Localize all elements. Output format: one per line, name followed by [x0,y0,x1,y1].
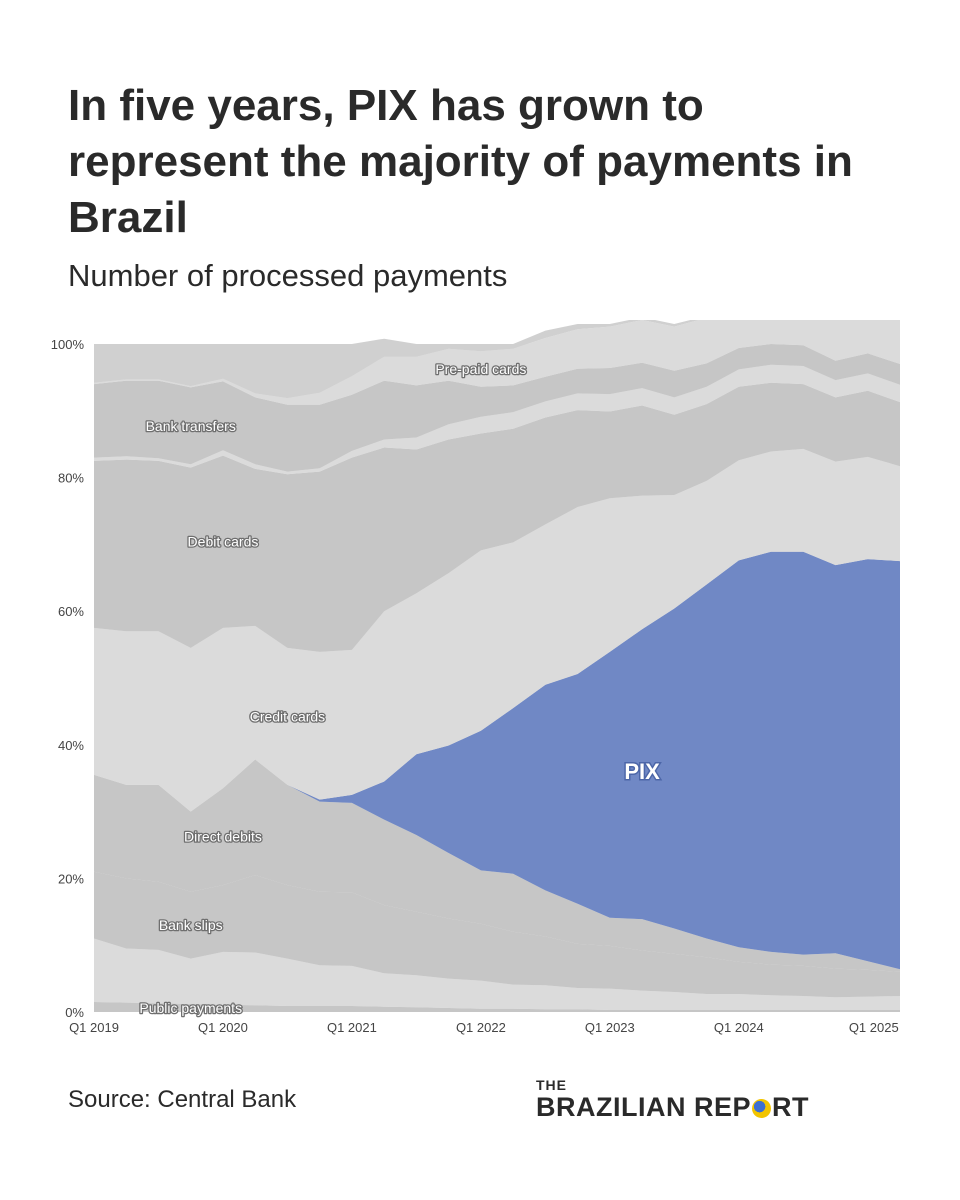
area-bank-slips [94,871,900,998]
chart-subtitle: Number of processed payments [68,258,508,293]
x-tick-label: Q1 2021 [327,1020,377,1035]
brand-the: THE [536,1077,567,1093]
y-axis-ticks: 0% 20% 40% 60% 80% 100% [51,337,85,1020]
x-tick-label: Q1 2023 [585,1020,635,1035]
area-pix [94,551,900,970]
source-note: Source: Central Bank [68,1086,297,1113]
stacked-area-chart: 0% 20% 40% 60% 80% 100% Q1 2019 Q1 2020 Q1 2021… [51,290,900,1035]
series-labels: Public payments Bank slips Direct debits PI… [138,360,662,1018]
area-direct-debits [94,759,900,972]
chart-container: 0% 20% 40% 60% 80% 100% Q1 2019 Q1 2020 Q1 2021… [0,290,960,1050]
y-tick-label: 60% [58,604,84,619]
x-axis-ticks: Q1 2019 Q1 2020 Q1 2021 Q1 2022 Q1 2023 Q1 20… [69,1020,899,1035]
chart-title: In five years, PIX has grown to represen… [68,81,853,242]
area-public-payments [94,1002,900,1012]
series-label-direct-debits: Direct debits [184,829,262,845]
x-tick-label: Q1 2024 [714,1020,764,1035]
series-label-pre-paid-cards: Pre-paid cards [435,361,526,377]
brand-name-part2: RT [772,1092,809,1122]
area-debit-cards [94,382,900,652]
series-label-debit-cards: Debit cards [188,534,259,550]
brand-name: BRAZILIAN REP RT [536,1092,809,1122]
chart-areas [94,290,900,1012]
y-tick-label: 20% [58,871,84,886]
brand-name-part1: BRAZILIAN REP [536,1092,751,1122]
x-tick-label: Q1 2019 [69,1020,119,1035]
x-tick-label: Q1 2020 [198,1020,248,1035]
x-tick-label: Q1 2022 [456,1020,506,1035]
y-tick-label: 40% [58,738,84,753]
area-other [94,290,900,399]
y-tick-label: 0% [65,1005,84,1020]
series-label-credit-cards: Credit cards [250,708,325,724]
area-bank-transfers-light-strip [94,364,900,475]
series-label-bank-transfers: Bank transfers [146,418,236,434]
area-bank-slips-darker [94,938,900,1010]
brand-logo: THE BRAZILIAN REP RT [536,1078,809,1122]
x-tick-label: Q1 2025 [849,1020,899,1035]
area-pre-paid-cards [94,296,900,405]
y-tick-label: 80% [58,471,84,486]
series-label-bank-slips: Bank slips [159,917,223,933]
series-label-public-payments: Public payments [139,1000,242,1016]
flag-dot-icon [752,1099,771,1118]
area-credit-cards [94,448,900,812]
series-label-pix: PIX [624,759,660,784]
y-tick-label: 100% [51,337,85,352]
area-bank-transfers [94,344,900,472]
